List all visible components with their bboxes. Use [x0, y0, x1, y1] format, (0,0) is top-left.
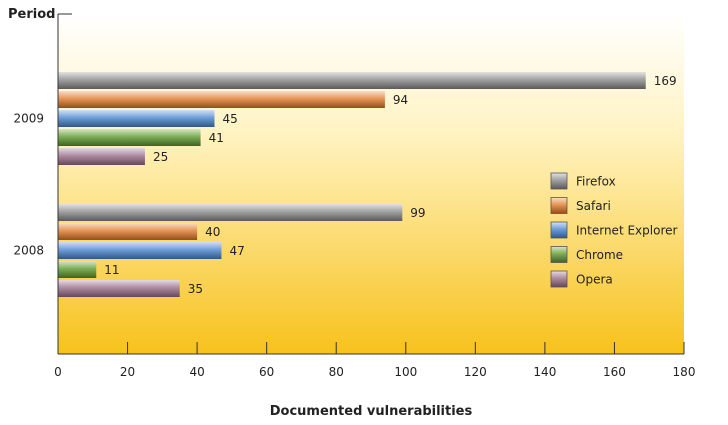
bar-2009-internet-explorer: [58, 110, 215, 127]
legend-label: Safari: [576, 199, 611, 213]
bar-value-label: 94: [393, 93, 408, 107]
legend-swatch: [550, 270, 568, 288]
legend-swatch: [550, 246, 568, 263]
bar-2009-opera: [58, 148, 145, 165]
bar-2008-internet-explorer: [58, 242, 222, 259]
bar-value-label: 41: [209, 131, 224, 145]
x-tick-label: 80: [329, 365, 344, 379]
y-category-label: 2008: [13, 244, 44, 258]
bar-value-label: 11: [104, 263, 119, 277]
bar-value-label: 47: [229, 244, 244, 258]
bar-value-label: 25: [153, 150, 168, 164]
bar-2008-opera: [58, 280, 180, 297]
x-tick-label: 160: [603, 365, 626, 379]
y-category-label: 2009: [13, 112, 44, 126]
legend-label: Opera: [576, 273, 613, 287]
legend-swatch: [550, 197, 568, 214]
bar-value-label: 169: [654, 74, 677, 88]
bar-2009-firefox: [58, 72, 646, 89]
plot-background: [58, 14, 684, 354]
x-tick-label: 40: [189, 365, 204, 379]
x-tick-label: 180: [673, 365, 696, 379]
bar-2008-safari: [58, 223, 198, 240]
bar-value-label: 35: [188, 282, 203, 296]
y-axis-title: Period: [8, 7, 55, 22]
legend-label: Firefox: [576, 175, 616, 189]
legend-label: Chrome: [576, 248, 623, 262]
x-tick-label: 20: [120, 365, 135, 379]
x-tick-label: 100: [394, 365, 417, 379]
bar-2008-chrome: [58, 261, 97, 278]
legend-label: Internet Explorer: [576, 224, 677, 238]
x-tick-label: 120: [464, 365, 487, 379]
bar-value-label: 45: [223, 112, 238, 126]
legend-swatch: [550, 172, 568, 190]
x-tick-label: 0: [54, 365, 62, 379]
bar-2008-firefox: [58, 204, 403, 221]
x-tick-label: 140: [533, 365, 556, 379]
x-axis-title: Documented vulnerabilities: [270, 404, 473, 419]
legend-swatch: [550, 221, 568, 239]
bar-value-label: 99: [410, 206, 425, 220]
bar-2009-chrome: [58, 129, 201, 146]
bar-2009-safari: [58, 91, 385, 108]
x-tick-label: 60: [259, 365, 274, 379]
bar-value-label: 40: [205, 225, 220, 239]
